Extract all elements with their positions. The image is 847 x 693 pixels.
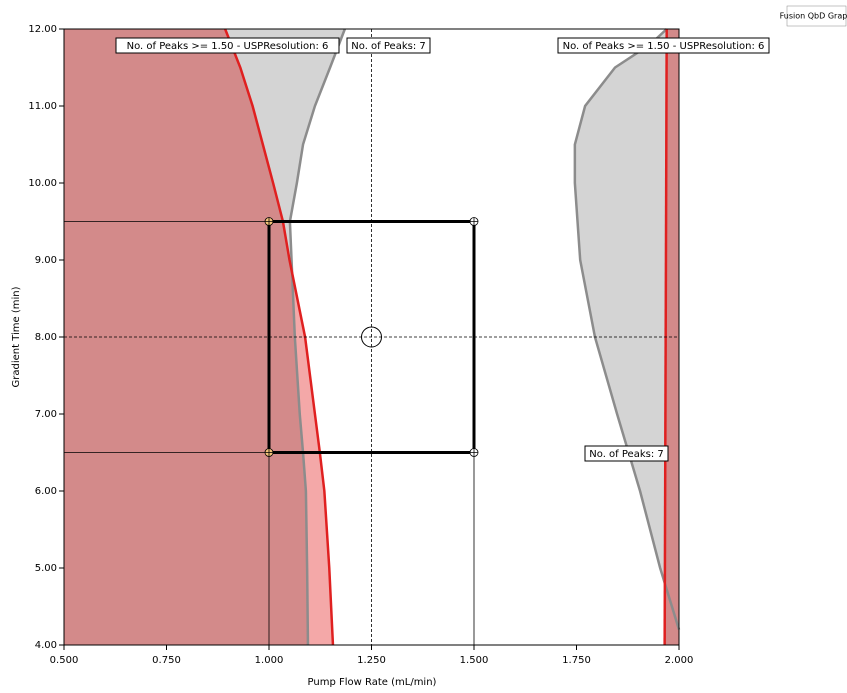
annotation: No. of Peaks: 7	[589, 449, 663, 460]
y-tick-label: 5.00	[35, 563, 57, 574]
x-tick-label: 1.250	[357, 655, 386, 666]
setpoint	[361, 326, 382, 348]
y-tick-label: 8.00	[35, 332, 57, 343]
corner-cross	[265, 448, 273, 457]
x-tick-label: 0.500	[50, 655, 79, 666]
corner-cross	[470, 448, 478, 457]
corner-cross	[470, 217, 478, 226]
y-tick-label: 4.00	[35, 640, 57, 651]
annotation: No. of Peaks >= 1.50 - USPResolution: 6	[127, 41, 329, 52]
y-tick-label: 6.00	[35, 486, 57, 497]
corner-cross	[265, 217, 273, 226]
annotation-box	[584, 445, 669, 462]
boundary-line	[223, 28, 335, 646]
annotation: No. of Peaks: 7	[351, 41, 425, 52]
y-tick-label: 7.00	[35, 409, 57, 420]
x-tick-label: 1.500	[460, 655, 489, 666]
annotation-box	[557, 37, 770, 54]
corner-label-box	[786, 5, 847, 27]
x-tick-label: 1.000	[255, 655, 284, 666]
boundary-line	[288, 28, 347, 646]
x-axis-label: Pump Flow Rate (mL/min)	[308, 677, 437, 688]
x-tick-label: 1.750	[562, 655, 591, 666]
y-tick-label: 9.00	[35, 255, 57, 266]
annotation: No. of Peaks >= 1.50 - USPResolution: 6	[563, 41, 765, 52]
y-tick-label: 12.00	[28, 24, 57, 35]
x-tick-label: 0.750	[152, 655, 181, 666]
design-space	[267, 220, 476, 454]
y-axis-label: Gradient Time (min)	[11, 286, 22, 387]
boundary-line	[573, 28, 681, 630]
annotation-box	[346, 37, 431, 54]
annotation-box	[115, 37, 340, 54]
y-tick-label: 10.00	[28, 178, 57, 189]
y-tick-label: 11.00	[28, 101, 57, 112]
corner-label: Fusion QbD Graph	[780, 12, 847, 21]
x-tick-label: 2.000	[665, 655, 694, 666]
